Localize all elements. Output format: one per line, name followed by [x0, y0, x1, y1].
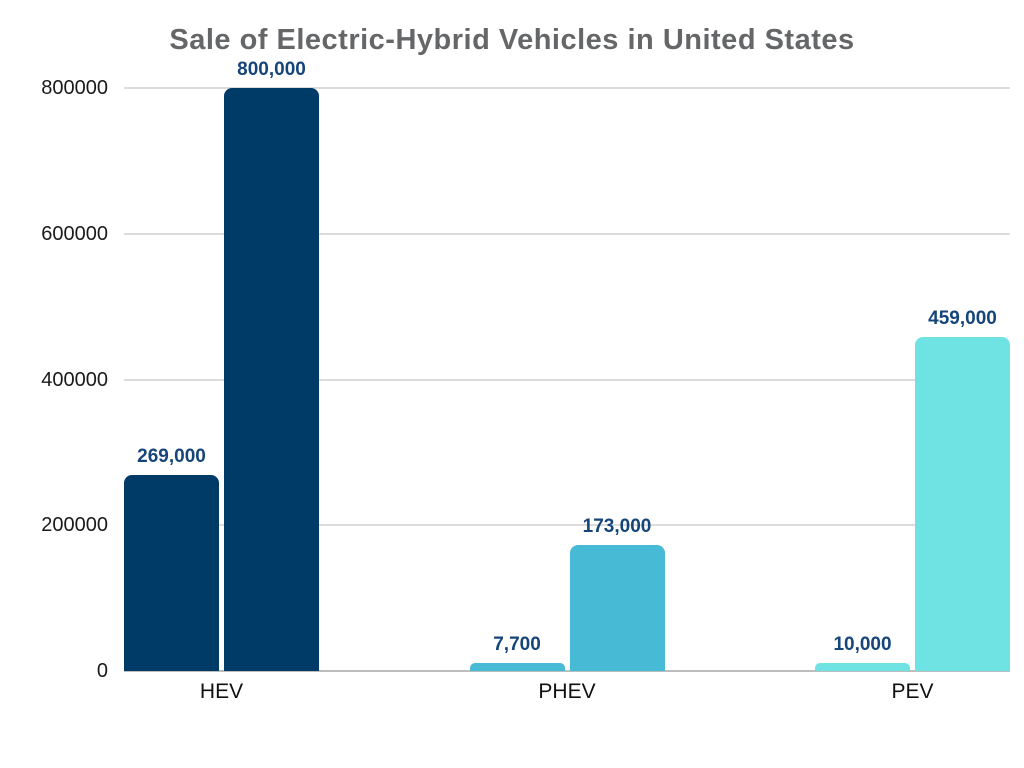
bar-pev-0 — [815, 663, 910, 671]
x-axis-category-label: PEV — [891, 680, 934, 703]
gridline — [124, 232, 1010, 235]
bar-phev-0 — [469, 663, 565, 671]
bar-value-label: 7,700 — [493, 634, 541, 655]
y-axis-tick-label: 800000 — [41, 77, 108, 99]
bar-value-label: 269,000 — [137, 445, 206, 467]
bar-value-label: 800,000 — [237, 59, 306, 80]
y-axis-tick-label: 200000 — [41, 514, 108, 537]
x-axis-category-label: HEV — [199, 680, 244, 703]
y-axis-tick-label: 0 — [96, 660, 108, 682]
bar-hev-0 — [124, 474, 219, 671]
x-axis-baseline — [124, 670, 1010, 672]
y-axis-tick-label: 400000 — [41, 368, 108, 391]
y-axis-tick-label: 600000 — [41, 222, 108, 245]
bar-value-label: 173,000 — [582, 515, 652, 537]
chart-title: Sale of Electric-Hybrid Vehicles in Unit… — [169, 24, 855, 56]
bar-value-label: 459,000 — [928, 307, 997, 329]
x-axis-category-label: PHEV — [538, 680, 596, 703]
bar-phev-1 — [569, 544, 665, 671]
bar-value-label: 10,000 — [833, 634, 892, 655]
bar-pev-1 — [915, 336, 1010, 671]
bar-hev-1 — [224, 88, 319, 671]
gridline — [124, 87, 1010, 89]
gridline — [124, 524, 1010, 527]
gridline — [124, 378, 1010, 381]
